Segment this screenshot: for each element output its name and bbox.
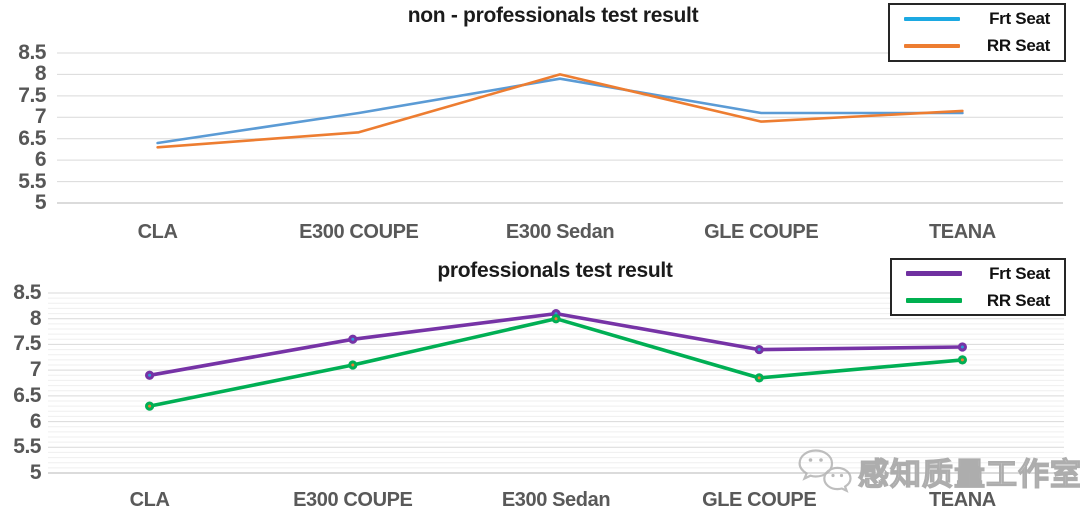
legend-entry-frt-seat: Frt Seat xyxy=(892,260,1064,287)
watermark-text: 感知质量工作室 xyxy=(857,456,1080,492)
y-axis-tick-label: 8.5 xyxy=(13,281,41,304)
x-axis-category-label: CLA xyxy=(129,489,170,511)
professionals-plot-area xyxy=(48,292,1064,474)
legend-label: Frt Seat xyxy=(989,8,1050,28)
x-axis-category-label: CLA xyxy=(137,221,178,243)
rr-seat-line-swatch xyxy=(906,298,962,303)
y-axis-tick-label: 7 xyxy=(34,105,47,129)
y-axis-tick-label: 6 xyxy=(29,409,42,433)
rr-seat-line-swatch xyxy=(904,44,960,49)
legend-label: Frt Seat xyxy=(989,263,1050,283)
y-axis-tick-label: 7.5 xyxy=(13,332,41,356)
y-axis-tick-label: 5 xyxy=(29,461,42,484)
y-axis-tick-label: 6 xyxy=(34,148,47,172)
legend-entry-frt-seat: Frt Seat xyxy=(890,5,1064,33)
x-axis-category-label: E300 COUPE xyxy=(299,221,419,243)
y-axis-tick-label: 6.5 xyxy=(13,383,41,407)
professionals-chart: professionals test result 5 5.5 6 6.5 7 7.5 8 8… xyxy=(0,250,1080,528)
legend-label: RR Seat xyxy=(986,290,1050,310)
legend-entry-rr-seat: RR Seat xyxy=(892,287,1064,314)
y-axis-tick-label: 5.5 xyxy=(18,169,46,193)
y-axis-tick-label: 5 xyxy=(34,191,47,214)
x-axis-category-label: E300 Sedan xyxy=(501,489,611,511)
frt-seat-line-swatch xyxy=(904,16,960,21)
y-axis-tick-label: 8.5 xyxy=(18,41,46,64)
legend-entry-rr-seat: RR Seat xyxy=(890,33,1064,61)
x-axis-category-label: GLE COUPE xyxy=(702,489,817,511)
non-professionals-legend: Frt Seat RR Seat xyxy=(888,3,1066,62)
wechat-icon xyxy=(798,449,852,493)
watermark: 感知质量工作室 xyxy=(796,447,1080,495)
y-axis-tick-label: 5.5 xyxy=(13,435,41,459)
x-axis-category-label: TEANA xyxy=(928,221,996,243)
x-axis-category-label: TEANA xyxy=(928,489,996,511)
frt-seat-line-swatch xyxy=(906,271,962,276)
y-axis-tick-label: 8 xyxy=(34,62,47,86)
x-axis-category-label: GLE COUPE xyxy=(704,221,819,243)
y-axis-tick-label: 7 xyxy=(29,358,42,382)
non-professionals-chart-title: non - professionals test result xyxy=(407,4,699,27)
non-professionals-chart: non - professionals test result 5 5.5 6 6.5… xyxy=(0,0,1080,250)
professionals-chart-title: professionals test result xyxy=(437,259,673,282)
y-axis-tick-label: 8 xyxy=(29,306,42,330)
professionals-legend: Frt Seat RR Seat xyxy=(890,258,1066,316)
non-professionals-plot-area xyxy=(57,52,1063,204)
y-axis-tick-label: 7.5 xyxy=(18,83,46,107)
x-axis-category-label: E300 Sedan xyxy=(505,221,615,243)
x-axis-category-label: E300 COUPE xyxy=(293,489,413,511)
y-axis-tick-label: 6.5 xyxy=(18,126,46,150)
legend-label: RR Seat xyxy=(986,36,1050,56)
